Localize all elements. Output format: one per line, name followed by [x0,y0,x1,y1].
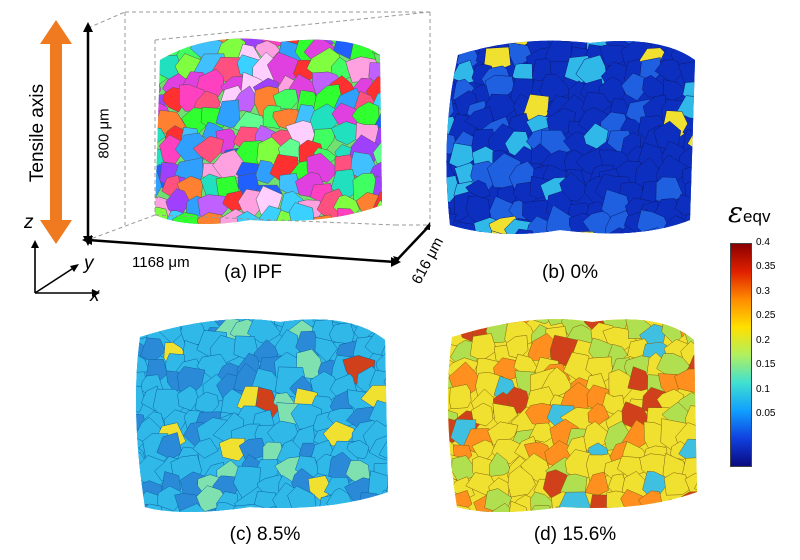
axis-z-label: z [24,212,34,233]
caption-d: (d) 15.6% [533,524,617,545]
colorbar-tick-label: 0.05 [756,407,776,419]
colorbar-tick-label: 0.3 [756,285,770,297]
colorbar-subscript: eqv [743,207,771,226]
tensile-axis-arrow-icon [40,20,72,244]
colorbar-tick-label: 0.25 [756,310,776,322]
colorbar-tick-label: 0.2 [756,334,770,346]
panel-c-strain-image [130,312,395,517]
colorbar-gradient [730,243,752,467]
colorbar-title: εeqv [728,196,770,229]
colorbar-tick-label: 0.15 [756,359,776,371]
panel-b-strain-image [440,35,700,240]
caption-a: (a) IPF [223,262,283,283]
axis-y-label: y [84,253,94,274]
colorbar-tick-label: 0.35 [756,261,776,273]
width-dimension-label: 1168 μm [132,254,190,271]
coordinate-axes-icon [31,240,100,297]
caption-c: (c) 8.5% [229,524,301,545]
colorbar-tick-label: 0.1 [756,383,770,395]
height-dimension-label: 800 μm [95,108,113,159]
colorbar-ticks: 0.4 0.35 0.3 0.25 0.2 0.15 0.1 0.05 [756,237,796,468]
panel-a-ipf-image [150,30,385,235]
panel-d-strain-image [442,312,702,517]
colorbar-tick-label: 0.4 [756,237,770,248]
colorbar-symbol: ε [728,196,744,229]
tensile-axis-label: Tensile axis [27,83,48,183]
caption-b: (b) 0% [542,262,598,283]
axis-x-label: x [90,285,100,306]
